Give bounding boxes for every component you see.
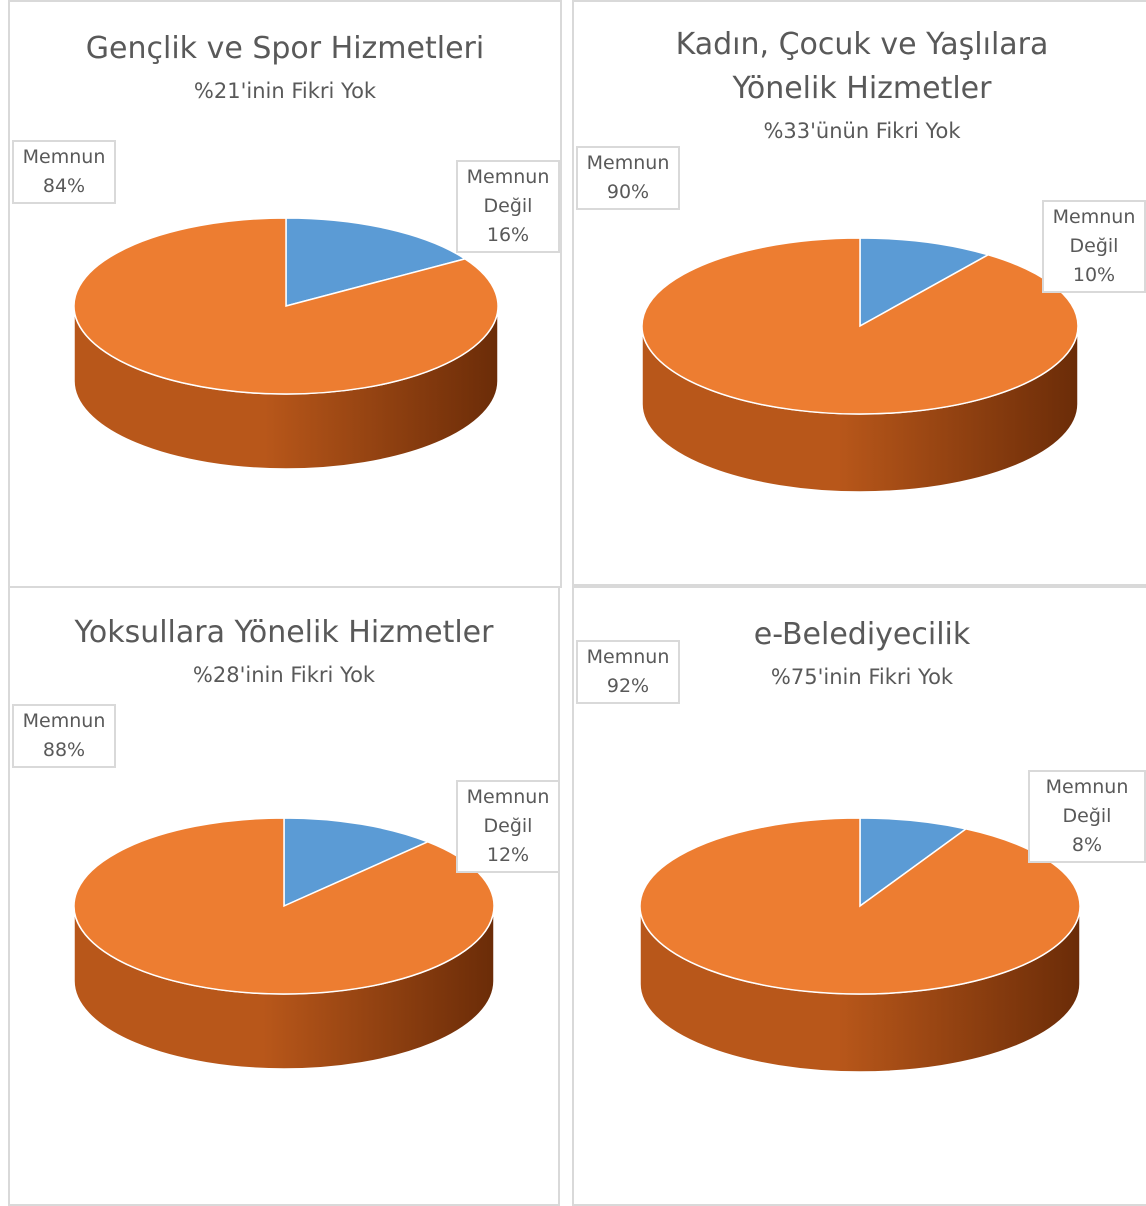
label-memnun-value: 92% xyxy=(606,675,650,697)
label-memnun-value: 90% xyxy=(606,181,650,203)
chart-subtitle: %75'inin Fikri Yok xyxy=(770,665,954,689)
pie-slice-memnun xyxy=(73,217,499,395)
pie-slice-memnun xyxy=(73,817,495,995)
pie-chart xyxy=(73,817,495,1070)
chart-title-line2: Yönelik Hizmetler xyxy=(732,71,992,106)
label-memnun: Memnun 88% xyxy=(12,704,116,768)
label-degil-line1: Memnun xyxy=(466,166,550,188)
chart-panel-yoksullar: Yoksullara Yönelik Hizmetler %28'inin Fi… xyxy=(8,586,560,1206)
chart-panel-genclik-spor: Gençlik ve Spor Hizmetleri %21'inin Fikr… xyxy=(8,0,562,588)
chart-title: Yoksullara Yönelik Hizmetler xyxy=(74,615,494,650)
chart-subtitle: %33'ünün Fikri Yok xyxy=(763,119,961,143)
pie-slice-memnun-degil xyxy=(859,237,991,328)
pie-slice-memnun-degil xyxy=(859,817,968,908)
label-degil-value: 16% xyxy=(486,224,530,246)
label-memnun-value: 84% xyxy=(42,175,86,197)
label-degil-line2: Değil xyxy=(483,815,533,837)
label-degil-line1: Memnun xyxy=(1045,776,1129,798)
pie-chart xyxy=(73,217,499,470)
label-degil-value: 10% xyxy=(1072,264,1116,286)
pie-slice-memnun-degil xyxy=(285,217,467,307)
label-memnun-name: Memnun xyxy=(586,646,670,668)
label-memnun-name: Memnun xyxy=(586,152,670,174)
chart-title-line1: Kadın, Çocuk ve Yaşlılara xyxy=(675,27,1049,62)
chart-panel-e-belediyecilik: e-Belediyecilik %75'inin Fikri Yok Memnu… xyxy=(572,586,1146,1206)
pie-chart xyxy=(639,817,1081,1073)
label-memnun-name: Memnun xyxy=(22,710,106,732)
label-memnun-degil: Memnun Değil 16% xyxy=(456,160,560,253)
label-degil-line2: Değil xyxy=(483,195,533,217)
label-degil-value: 12% xyxy=(486,844,530,866)
label-memnun-value: 88% xyxy=(42,739,86,761)
pie-chart xyxy=(641,237,1079,493)
label-memnun: Memnun 84% xyxy=(12,140,116,204)
label-degil-line1: Memnun xyxy=(466,786,550,808)
pie-slice-memnun xyxy=(639,817,1081,995)
chart-panel-kadin-cocuk-yasli: Kadın, Çocuk ve Yaşlılara Yönelik Hizmet… xyxy=(572,0,1146,586)
label-memnun: Memnun 92% xyxy=(576,640,680,704)
label-degil-line1: Memnun xyxy=(1052,206,1136,228)
label-memnun-degil: Memnun Değil 8% xyxy=(1028,770,1146,863)
label-memnun-degil: Memnun Değil 10% xyxy=(1042,200,1146,293)
chart-title: Gençlik ve Spor Hizmetleri xyxy=(85,31,485,66)
label-degil-line2: Değil xyxy=(1062,805,1112,827)
label-degil-value: 8% xyxy=(1071,834,1103,856)
label-degil-line2: Değil xyxy=(1069,235,1119,257)
label-memnun-name: Memnun xyxy=(22,146,106,168)
label-memnun-degil: Memnun Değil 12% xyxy=(456,780,558,873)
chart-title: e-Belediyecilik xyxy=(753,617,971,652)
pie-slice-memnun-degil xyxy=(283,817,430,908)
chart-subtitle: %28'inin Fikri Yok xyxy=(192,663,376,687)
pie-slice-memnun xyxy=(641,237,1079,415)
chart-subtitle: %21'inin Fikri Yok xyxy=(193,79,377,103)
label-memnun: Memnun 90% xyxy=(576,146,680,210)
